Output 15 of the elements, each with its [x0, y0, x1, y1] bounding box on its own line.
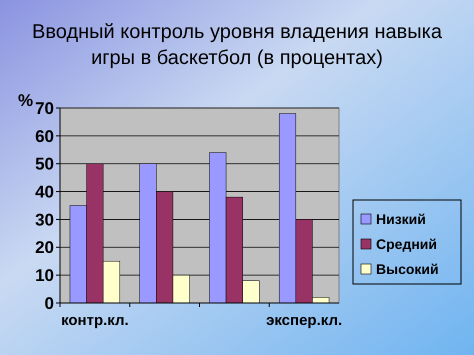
legend-label: Средний [376, 236, 438, 252]
y-axis-title: % [18, 91, 34, 110]
y-tick-label: 20 [35, 238, 54, 258]
x-tick-label: экспер.кл. [266, 312, 342, 329]
chart-title: Вводный контроль уровня владения навыка игры в баскетбол (в процентах) [32, 21, 443, 69]
y-tick-label: 10 [35, 266, 54, 286]
x-tick-label: контр.кл. [61, 312, 129, 329]
legend-label: Низкий [376, 210, 426, 227]
y-tick-label: 60 [35, 126, 54, 146]
legend-label: Высокий [376, 260, 439, 277]
y-tick-label: 40 [35, 182, 54, 202]
y-tick-label: 50 [35, 154, 54, 174]
y-tick-label: 0 [44, 294, 54, 313]
y-tick-label: 30 [35, 210, 54, 230]
y-tick-label: 70 [35, 98, 54, 118]
